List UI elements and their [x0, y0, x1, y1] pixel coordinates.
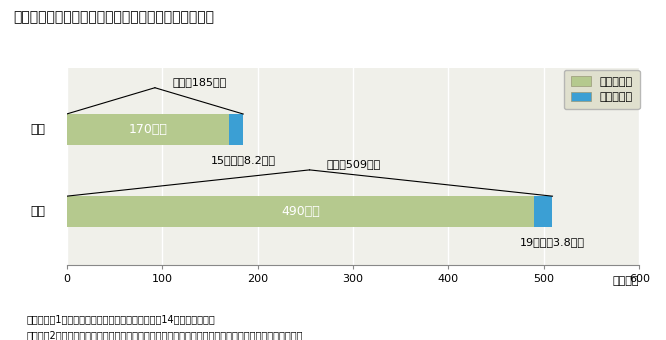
- Text: 総数　185万人: 総数 185万人: [172, 77, 226, 87]
- Text: 19万人（3.8％）: 19万人（3.8％）: [520, 237, 585, 247]
- Text: 第４図　男女別新規開業者数と自営業者に占める割合: 第４図 男女別新規開業者数と自営業者に占める割合: [13, 10, 214, 24]
- Text: 170万人: 170万人: [129, 123, 167, 136]
- Bar: [67, 114, 229, 145]
- Text: 男性: 男性: [31, 205, 45, 218]
- Bar: [534, 196, 553, 227]
- Text: 2．新規開業者は，自営業主のうち，調査前１年間に転職または新たに就業した者の数である。: 2．新規開業者は，自営業主のうち，調査前１年間に転職または新たに就業した者の数で…: [27, 330, 303, 340]
- Text: 総数　509万人: 総数 509万人: [327, 159, 381, 169]
- Text: （万人）: （万人）: [613, 276, 639, 286]
- Text: 490万人: 490万人: [281, 205, 320, 218]
- Legend: 継続就業者, 新規開業者: 継続就業者, 新規開業者: [564, 70, 639, 109]
- Bar: [67, 196, 534, 227]
- Bar: [229, 114, 243, 145]
- Text: （備考）、1．総務省「就業構造基本調査」（平成14年）より作成。: （備考）、1．総務省「就業構造基本調査」（平成14年）より作成。: [27, 314, 215, 324]
- Text: 15万人（8.2％）: 15万人（8.2％）: [210, 155, 276, 165]
- Text: 女性: 女性: [31, 123, 45, 136]
